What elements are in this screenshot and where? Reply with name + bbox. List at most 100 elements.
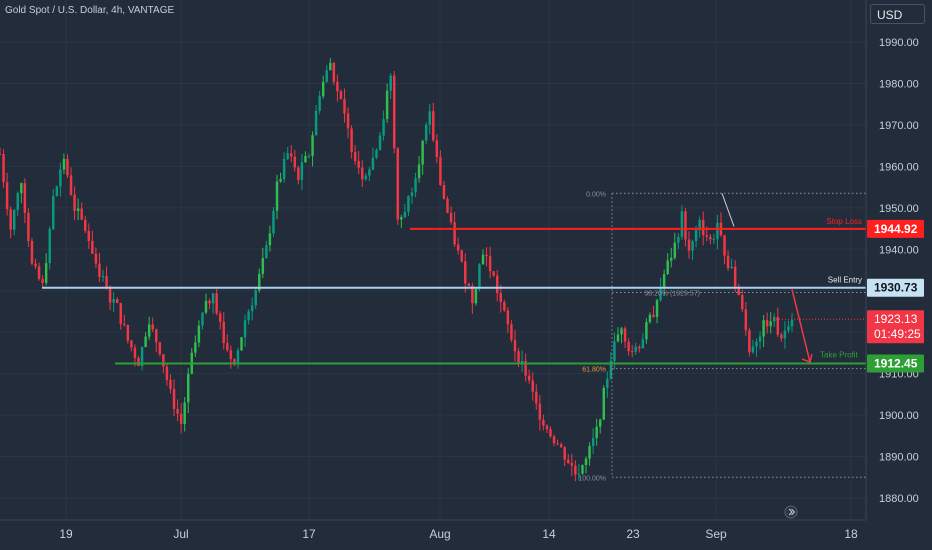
- candle-body: [353, 152, 357, 162]
- go-to-realtime-icon[interactable]: [784, 505, 798, 519]
- candle-body: [776, 316, 780, 335]
- candle-body: [311, 135, 314, 156]
- candle-body: [549, 429, 552, 437]
- candle-body: [66, 158, 69, 176]
- candle-body: [105, 276, 108, 287]
- candle-body: [432, 111, 435, 141]
- level-label-sell-entry: Sell Entry: [828, 276, 862, 285]
- candle-body: [488, 256, 492, 272]
- y-tick-label: 1890.00: [879, 452, 919, 464]
- candle-body: [112, 299, 115, 303]
- candle-body: [268, 233, 272, 246]
- candle-body: [339, 91, 343, 100]
- candle-body: [751, 346, 755, 353]
- candle-body: [155, 329, 158, 343]
- current-price-countdown: 01:49:25: [874, 327, 921, 341]
- candle-body: [648, 314, 652, 323]
- candle-body: [680, 211, 684, 237]
- candle-body: [481, 254, 485, 265]
- candle-body: [357, 161, 360, 168]
- x-tick-label: 23: [626, 527, 640, 541]
- candle-body: [623, 328, 627, 342]
- candle-body: [321, 81, 325, 97]
- candle-body: [634, 346, 637, 352]
- candle-body: [392, 75, 396, 149]
- candle-body: [666, 260, 669, 275]
- candle-body: [677, 236, 680, 243]
- candle-body: [371, 157, 375, 170]
- candle-body: [151, 324, 154, 330]
- candle-body: [737, 286, 740, 296]
- candle-body: [655, 300, 659, 317]
- candle-body: [662, 274, 666, 288]
- candle-body: [211, 293, 215, 304]
- candle-body: [503, 302, 506, 311]
- candle-body: [598, 419, 602, 427]
- candle-body: [76, 208, 80, 211]
- candle-body: [538, 403, 542, 420]
- candle-body: [94, 253, 98, 264]
- y-tick-label: 1980.00: [879, 78, 919, 90]
- candle-body: [215, 293, 218, 314]
- candle-body: [460, 250, 463, 262]
- candle-body: [510, 324, 513, 340]
- candle-body: [414, 178, 417, 193]
- candle-body: [186, 373, 190, 403]
- candle-body: [670, 257, 673, 261]
- candle-body: [709, 236, 712, 240]
- candle-body: [701, 219, 705, 236]
- price-axis-background: [866, 0, 932, 550]
- candle-body: [27, 212, 30, 241]
- candle-body: [705, 235, 708, 237]
- candle-body: [602, 387, 606, 420]
- candle-body: [684, 211, 687, 240]
- candle-body: [478, 264, 481, 289]
- candle-body: [645, 322, 648, 340]
- candle-body: [176, 409, 179, 414]
- candle-body: [620, 328, 623, 335]
- candle-body: [790, 320, 794, 327]
- candle-body: [755, 341, 758, 347]
- y-tick-label: 1900.00: [879, 410, 919, 422]
- candle-body: [343, 99, 346, 114]
- candle-body: [59, 169, 62, 187]
- candle-body: [364, 175, 368, 180]
- time-axis-background: [0, 520, 866, 550]
- candle-body: [730, 266, 733, 269]
- candle-body: [265, 245, 268, 258]
- x-tick-label: Jul: [173, 527, 188, 541]
- candle-body: [0, 153, 2, 155]
- chart-title: Gold Spot / U.S. Dollar, 4h, VANTAGE: [5, 5, 175, 16]
- candle-body: [172, 388, 176, 410]
- candle-body: [44, 263, 48, 283]
- candle-body: [204, 300, 208, 313]
- candle-body: [435, 140, 439, 157]
- candle-body: [126, 325, 130, 341]
- candle-body: [588, 446, 591, 459]
- candle-body: [748, 330, 751, 353]
- candle-body: [485, 254, 488, 257]
- y-tick-label: 1950.00: [879, 203, 919, 215]
- candle-body: [577, 473, 581, 475]
- currency-button[interactable]: USD: [870, 4, 925, 24]
- candle-body: [531, 380, 534, 392]
- candle-body: [517, 351, 520, 364]
- candle-body: [162, 354, 165, 367]
- candle-body: [744, 309, 748, 331]
- x-tick-label: Sep: [705, 527, 727, 541]
- candle-body: [474, 288, 478, 304]
- candle-body: [638, 346, 641, 349]
- candle-body: [439, 156, 442, 186]
- level-label-stop-loss: Stop Loss: [826, 217, 862, 226]
- candle-body: [567, 459, 570, 463]
- candle-body: [350, 128, 353, 153]
- candle-body: [584, 458, 588, 466]
- candle-body: [368, 169, 371, 176]
- candle-body: [201, 312, 204, 326]
- x-tick-label: 14: [542, 527, 556, 541]
- candle-body: [467, 283, 471, 286]
- candle-body: [226, 343, 229, 351]
